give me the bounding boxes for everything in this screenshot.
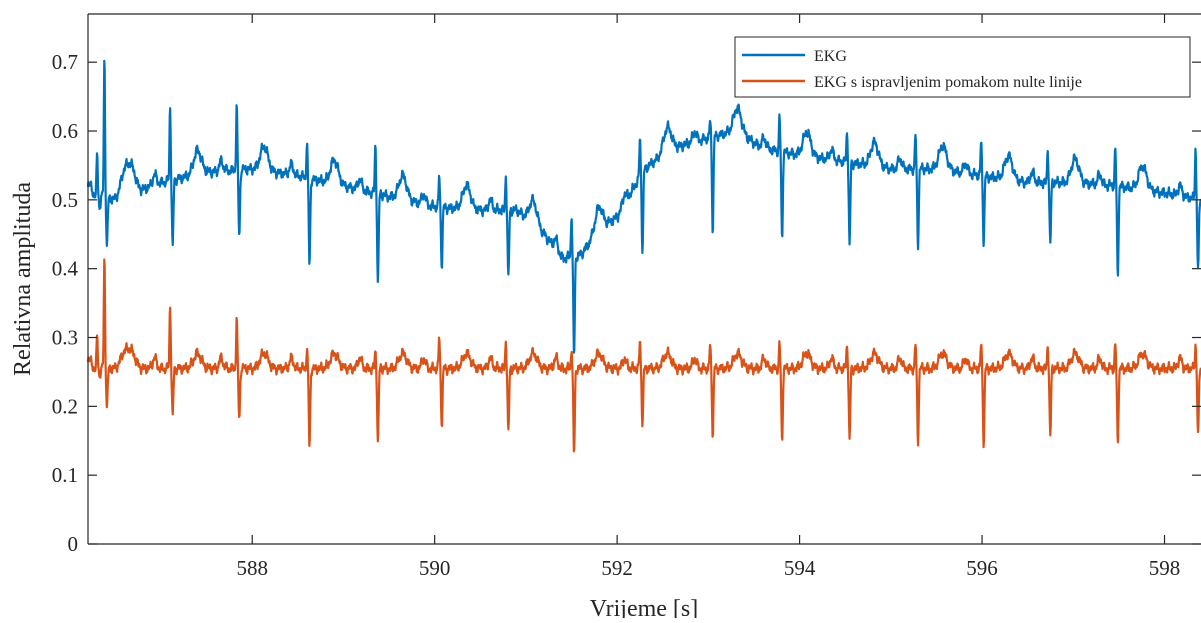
legend-label-corrected: EKG s ispravljenim pomakom nulte linije <box>814 74 1082 91</box>
x-tick-label: 592 <box>601 556 633 580</box>
y-tick-label: 0.4 <box>52 257 79 281</box>
x-tick-label: 596 <box>966 556 998 580</box>
x-tick-label: 588 <box>236 556 268 580</box>
y-tick-label: 0.5 <box>52 188 78 212</box>
y-tick-label: 0.7 <box>52 50 78 74</box>
x-axis-label: Vrijeme [s] <box>590 596 699 618</box>
y-tick-label: 0.1 <box>52 463 78 487</box>
y-tick-label: 0.3 <box>52 326 78 350</box>
series-layer <box>86 59 1201 453</box>
legend: EKG EKG s ispravljenim pomakom nulte lin… <box>734 36 1191 98</box>
y-tick-label: 0 <box>68 532 79 556</box>
y-tick-label: 0.2 <box>52 394 78 418</box>
axes-layer <box>87 13 1201 545</box>
legend-box <box>734 36 1191 98</box>
plot-area-background <box>88 14 1201 544</box>
y-axis-label: Relativna amplituda <box>10 182 36 376</box>
x-tick-label: 598 <box>1149 556 1181 580</box>
series-line-ekg <box>86 59 1201 354</box>
x-ticks: 588 590 592 594 596 598 <box>236 14 1180 580</box>
series-line-corrected <box>86 258 1201 453</box>
y-tick-label: 0.6 <box>52 119 78 143</box>
x-tick-label: 590 <box>419 556 451 580</box>
legend-label-ekg: EKG <box>814 48 847 65</box>
y-ticks: 0 0.1 0.2 0.3 0.4 0.5 0.6 0.7 <box>52 50 1201 556</box>
x-tick-label: 594 <box>784 556 816 580</box>
